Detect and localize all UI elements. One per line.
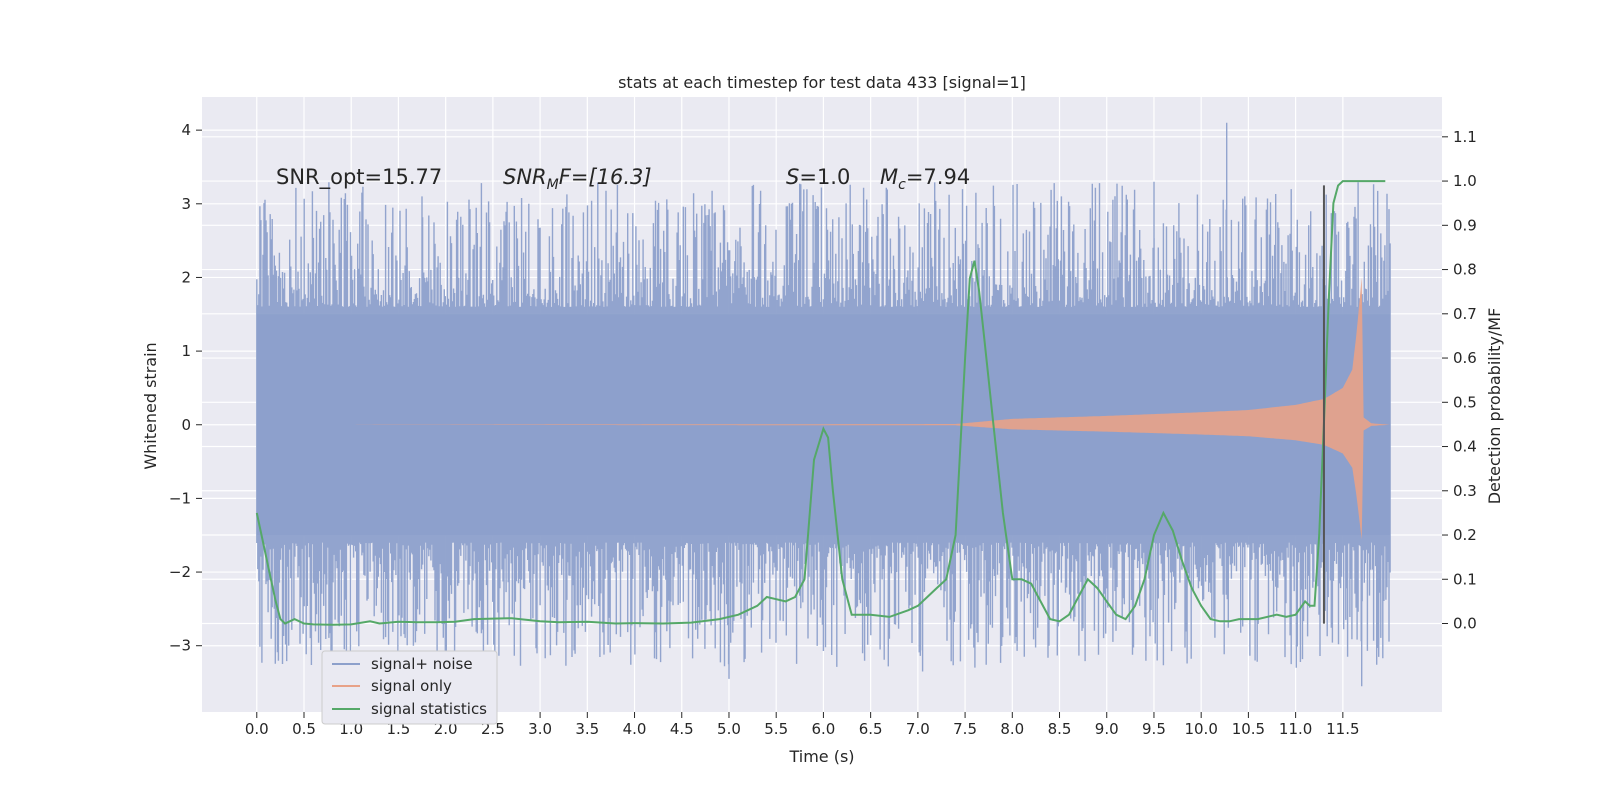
- right-tick-label: 0.4: [1453, 438, 1477, 456]
- signal-statistics-series: [255, 180, 1386, 626]
- right-tick-label: 0.0: [1453, 615, 1477, 633]
- right-tick-label: 0.9: [1453, 216, 1477, 234]
- annotation-snr-mf: SNRMF=[16.3]: [503, 165, 652, 193]
- annotation-s: S=1.0: [786, 165, 850, 189]
- right-axis-label: Detection probability/MF: [1485, 308, 1504, 505]
- annotation-snr-opt: SNR_opt=15.77: [276, 165, 442, 190]
- x-tick-label: 7.5: [953, 720, 977, 738]
- x-tick-label: 8.0: [1000, 720, 1024, 738]
- x-axis-label: Time (s): [788, 747, 854, 766]
- legend: signal+ noise signal only signal statist…: [321, 650, 498, 725]
- right-tick-label: 0.7: [1453, 305, 1477, 323]
- right-tick-label: 0.3: [1453, 482, 1477, 500]
- legend-label-noise: signal+ noise: [371, 655, 473, 673]
- x-tick-label: 4.5: [670, 720, 694, 738]
- left-tick-label: −2: [169, 563, 191, 581]
- right-tick-label: 0.8: [1453, 261, 1477, 279]
- left-tick-label: −3: [169, 637, 191, 655]
- x-axis-ticks: 0.0 0.5 1.0 1.5 2.0 2.5 3.0 3.5 4.0 4.5 5.0 5.5 6.0 6…: [245, 712, 1360, 738]
- x-tick-label: 0.0: [245, 720, 269, 738]
- x-tick-label: 10.5: [1232, 720, 1265, 738]
- x-tick-label: 5.0: [717, 720, 741, 738]
- right-axis-ticks: 1.1 1.0 0.9 0.8 0.7 0.6 0.5 0.4 0.3 0.2 0.1 0.0: [1442, 128, 1477, 633]
- x-tick-label: 3.5: [575, 720, 599, 738]
- left-tick-label: 1: [181, 342, 191, 360]
- x-tick-label: 6.5: [859, 720, 883, 738]
- legend-box: [321, 650, 498, 725]
- legend-label-stats: signal statistics: [371, 700, 487, 718]
- x-tick-label: 6.0: [811, 720, 835, 738]
- x-tick-label: 10.0: [1184, 720, 1217, 738]
- x-tick-label: 4.0: [623, 720, 647, 738]
- right-tick-label: 0.2: [1453, 526, 1477, 544]
- x-tick-label: 11.0: [1279, 720, 1312, 738]
- chart-title: stats at each timestep for test data 433…: [618, 73, 1026, 92]
- left-tick-label: 4: [181, 121, 191, 139]
- x-tick-label: 5.5: [764, 720, 788, 738]
- left-axis-label: Whitened strain: [141, 342, 160, 469]
- signal-statistics-line: [255, 180, 1386, 626]
- left-tick-label: 0: [181, 416, 191, 434]
- right-tick-label: 1.1: [1453, 128, 1477, 146]
- x-tick-label: 9.5: [1142, 720, 1166, 738]
- left-tick-label: −1: [169, 489, 191, 507]
- x-tick-label: 3.0: [528, 720, 552, 738]
- x-tick-label: 9.0: [1095, 720, 1119, 738]
- x-tick-label: 7.0: [906, 720, 930, 738]
- right-tick-label: 0.6: [1453, 349, 1477, 367]
- right-tick-label: 0.5: [1453, 393, 1477, 411]
- annotation-mc: Mc=7.94: [880, 165, 970, 193]
- x-tick-label: 11.5: [1326, 720, 1359, 738]
- legend-label-signal-only: signal only: [371, 677, 452, 695]
- right-tick-label: 0.1: [1453, 570, 1477, 588]
- x-tick-label: 8.5: [1048, 720, 1072, 738]
- left-axis-ticks: 4 3 2 1 0 −1 −2 −3: [169, 121, 202, 655]
- x-tick-label: 0.5: [292, 720, 316, 738]
- left-tick-label: 2: [181, 268, 191, 286]
- left-tick-label: 3: [181, 195, 191, 213]
- right-tick-label: 1.0: [1453, 172, 1477, 190]
